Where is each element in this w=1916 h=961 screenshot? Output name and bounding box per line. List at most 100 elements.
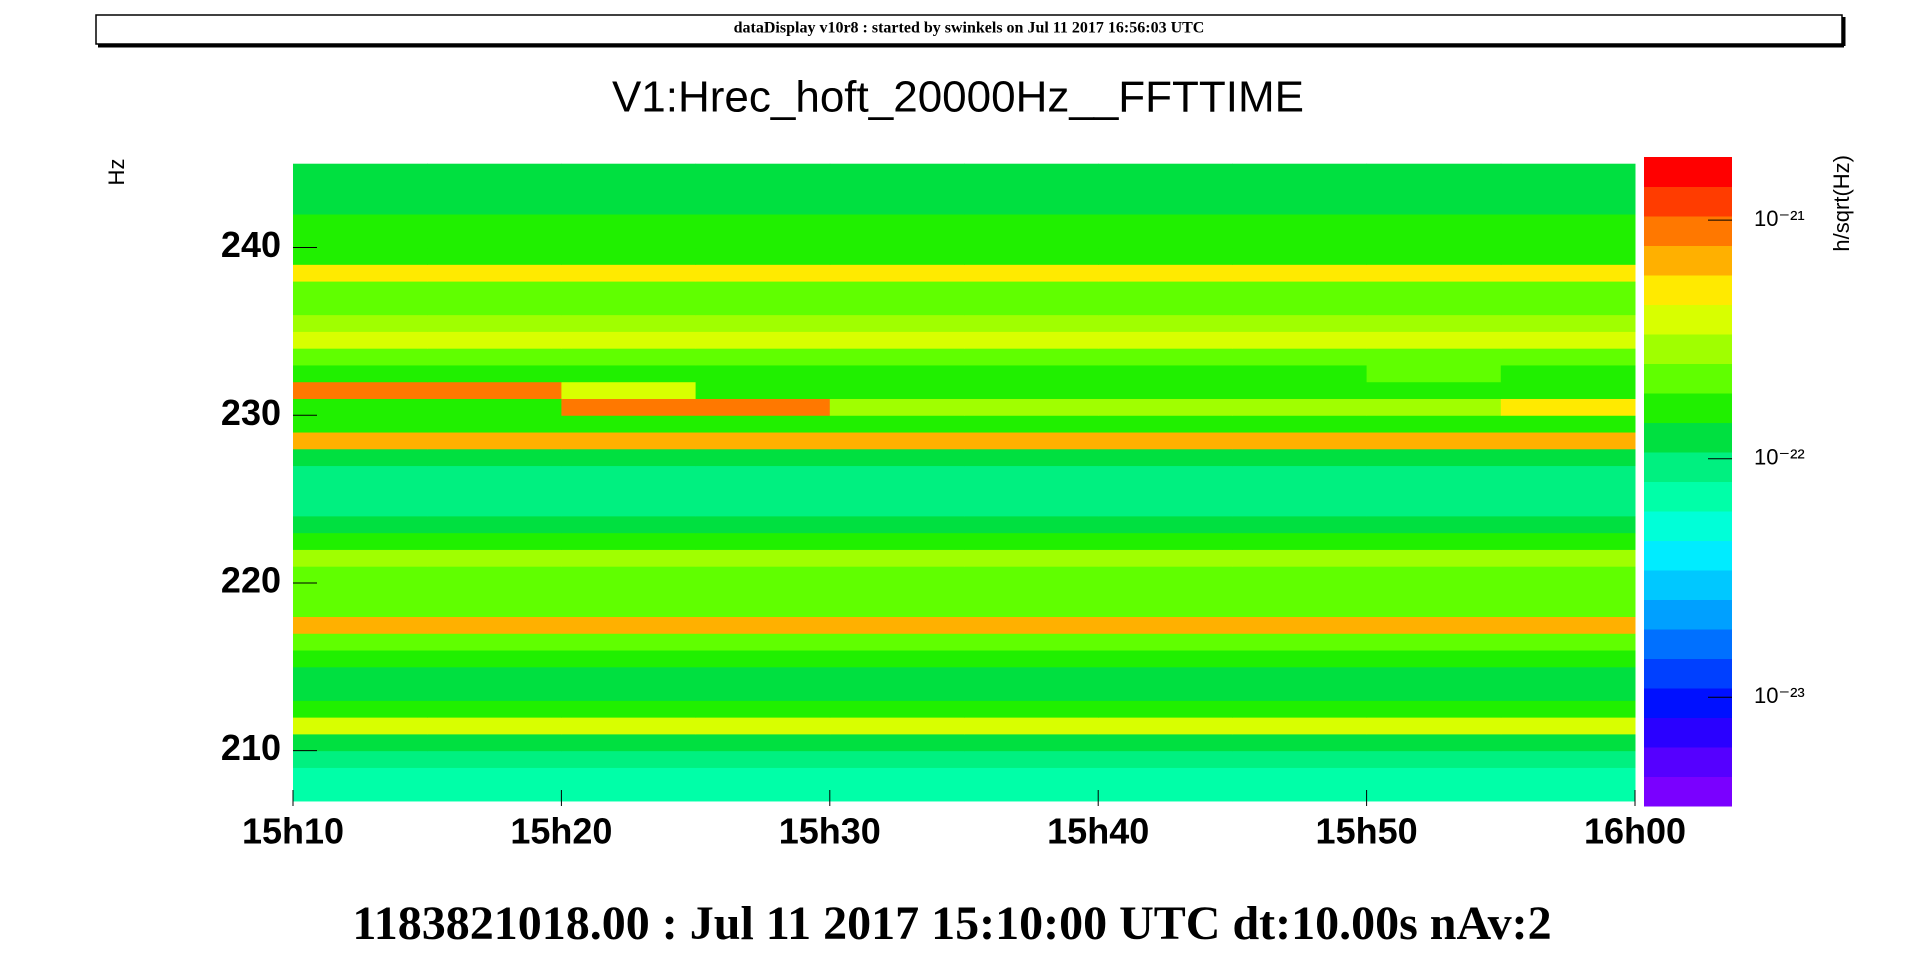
cell (1500, 482, 1636, 500)
cell (427, 784, 562, 802)
cell (427, 566, 562, 584)
cell (561, 230, 697, 249)
cell (561, 264, 697, 282)
cell (293, 549, 428, 567)
colorbar-step (1644, 776, 1732, 807)
cell (1098, 582, 1233, 601)
cell (829, 717, 965, 735)
cell (1098, 432, 1233, 450)
cell (293, 264, 428, 282)
cell (1366, 180, 1502, 198)
cell (1500, 381, 1636, 399)
cell (293, 566, 428, 584)
cell (1098, 599, 1233, 617)
x-tick-label: 15h40 (1047, 811, 1149, 852)
colorbar-step (1644, 363, 1732, 394)
cell (829, 415, 965, 433)
cell (695, 264, 831, 282)
cell (1500, 230, 1636, 249)
cell (1232, 650, 1368, 668)
colorbar-step (1644, 186, 1732, 217)
cell (695, 348, 831, 366)
cell (1232, 448, 1368, 467)
cell (561, 364, 697, 383)
cell (1366, 717, 1502, 735)
cell (695, 381, 831, 399)
cell (293, 733, 428, 752)
cell (695, 247, 831, 265)
cell (1500, 297, 1636, 316)
cell (1098, 767, 1233, 785)
cell (829, 247, 965, 265)
cell (1500, 599, 1636, 617)
cell (1232, 566, 1368, 584)
cell (1500, 566, 1636, 584)
cell (293, 465, 428, 483)
cell (293, 582, 428, 601)
cell (1098, 650, 1233, 668)
cell (293, 197, 428, 215)
cell (1098, 750, 1233, 768)
cell (1232, 163, 1368, 181)
cell (1500, 616, 1636, 634)
colorbar-step (1644, 393, 1732, 423)
cell (1098, 784, 1233, 802)
cell (561, 767, 697, 785)
colorbar-step (1644, 717, 1732, 748)
cell (1366, 197, 1502, 215)
cell (427, 163, 562, 181)
cell (964, 348, 1099, 366)
colorbar-step (1644, 452, 1732, 482)
cell (1098, 180, 1233, 198)
cell (1232, 549, 1368, 567)
cell (1500, 180, 1636, 198)
cell (1232, 616, 1368, 634)
y-tick-label: 220 (221, 559, 281, 600)
cell (964, 264, 1099, 282)
cell (829, 163, 965, 181)
cell (964, 532, 1099, 550)
colorbar-step (1644, 422, 1732, 453)
cell (829, 784, 965, 802)
cell (829, 582, 965, 601)
cell (1500, 432, 1636, 450)
cell (293, 281, 428, 299)
cell (561, 599, 697, 617)
cell (964, 566, 1099, 584)
cell (1232, 314, 1368, 332)
cell (1500, 348, 1636, 366)
cell (1366, 633, 1502, 651)
x-tick-label: 15h50 (1316, 811, 1418, 852)
cell (1366, 784, 1502, 802)
cell (561, 700, 697, 718)
cell (964, 331, 1099, 349)
cell (293, 297, 428, 316)
cell (964, 197, 1099, 215)
cell (561, 415, 697, 433)
cell (1366, 398, 1502, 416)
cell (695, 566, 831, 584)
cell (293, 331, 428, 349)
cell (1500, 281, 1636, 299)
cell (829, 633, 965, 651)
cell (561, 297, 697, 316)
cell (427, 465, 562, 483)
cell (293, 532, 428, 550)
cell (964, 415, 1099, 433)
cell (1232, 633, 1368, 651)
colorbar-step (1644, 747, 1732, 777)
cell (561, 566, 697, 584)
cell (561, 666, 697, 685)
cell (1366, 750, 1502, 768)
cell (1366, 230, 1502, 249)
cell (829, 331, 965, 349)
cell (964, 666, 1099, 685)
cell (561, 197, 697, 215)
cell (561, 180, 697, 198)
cell (427, 364, 562, 383)
cell (1366, 331, 1502, 349)
cell (695, 700, 831, 718)
cell (1232, 683, 1368, 701)
cell (1500, 364, 1636, 383)
cell (829, 432, 965, 450)
